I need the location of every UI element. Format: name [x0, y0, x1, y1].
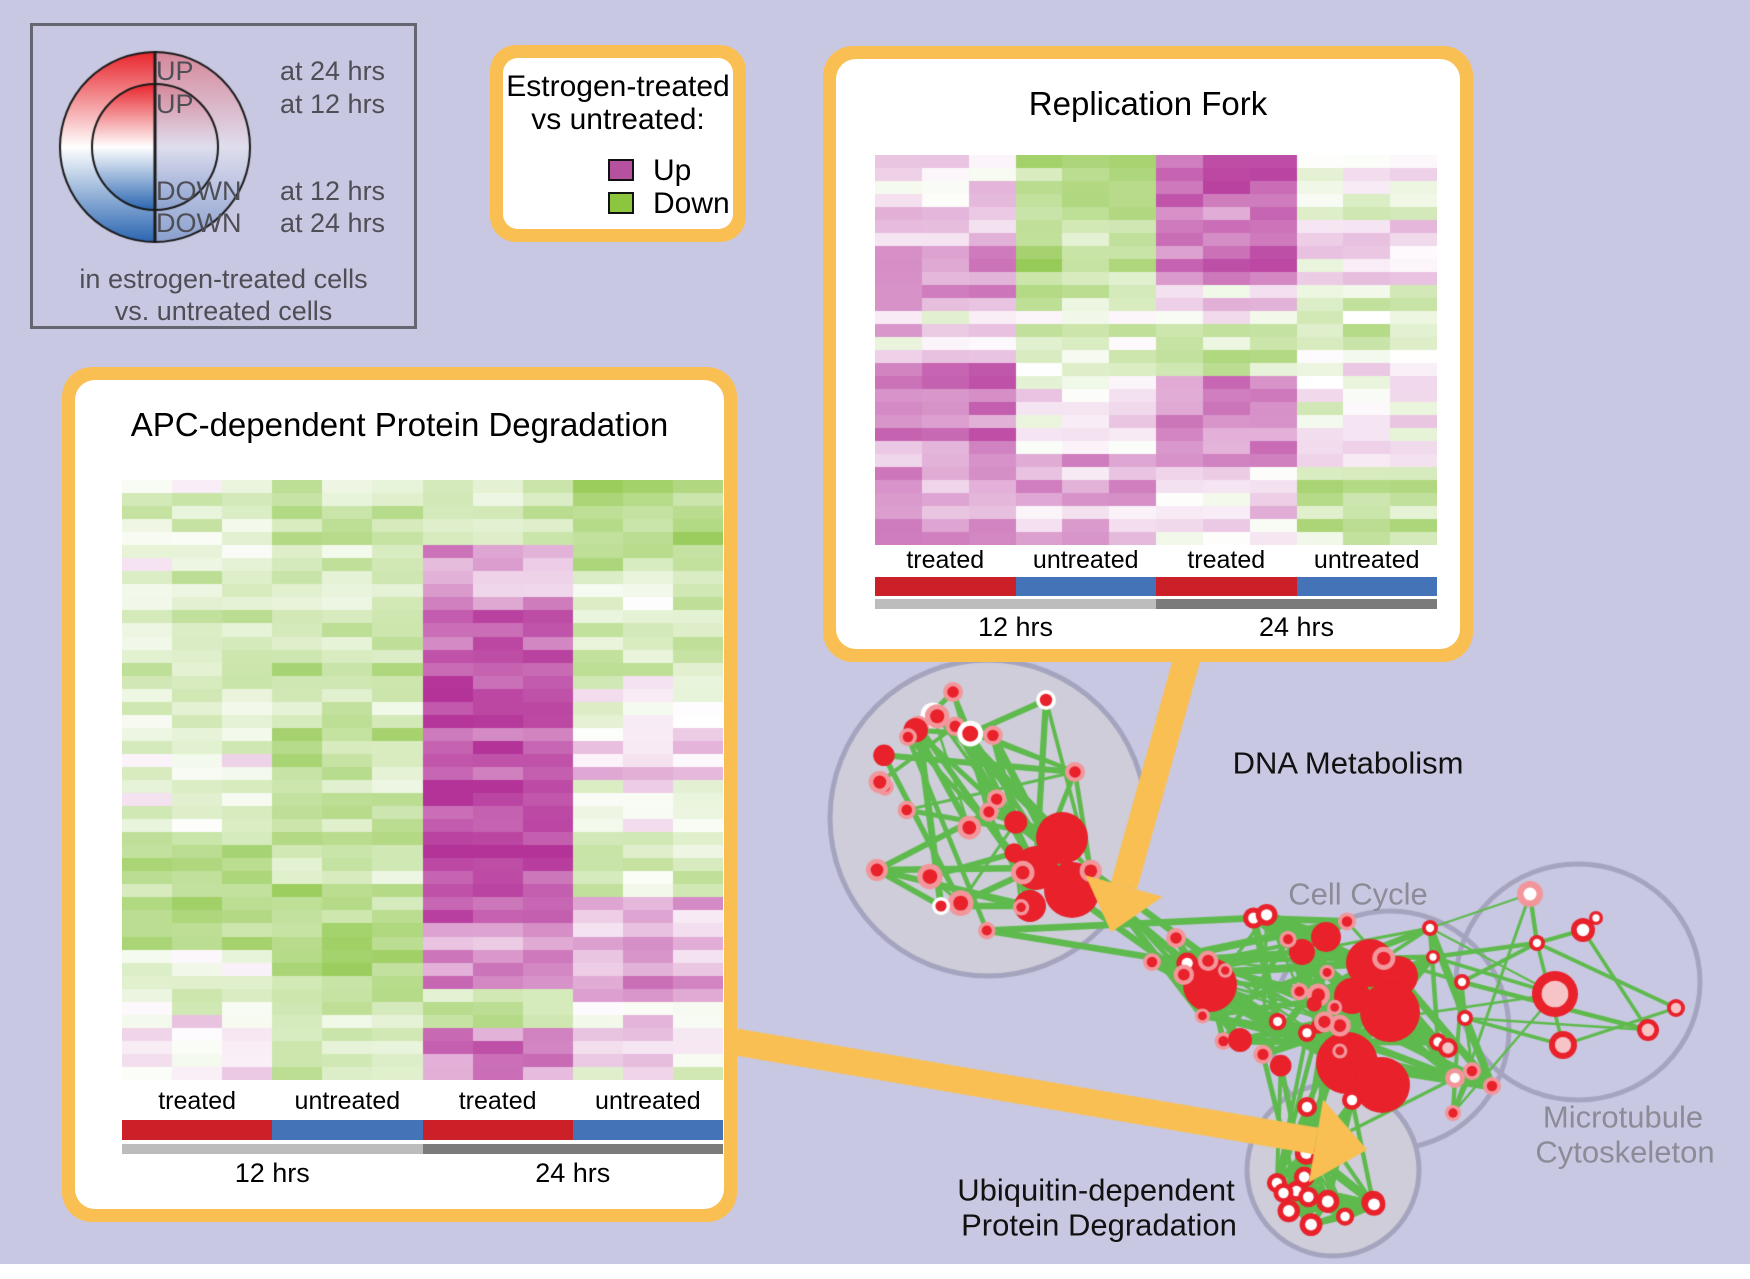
ubiquitin-label-line1: Ubiquitin-dependent: [957, 1172, 1235, 1208]
down-12-label: DOWN: [156, 176, 242, 206]
replication-condition-bars: [875, 577, 1437, 596]
apc-degradation-panel: APC-dependent Protein Degradation treate…: [62, 367, 737, 1222]
ubiquitin-label-line2: Protein Degradation: [961, 1207, 1237, 1243]
updown-legend-inner: Estrogen-treated vs untreated: Up Down: [503, 58, 733, 229]
group-label-treated-24: treated: [458, 1087, 537, 1115]
apc-heatmap-footer: treated untreated treated untreated 12 h: [122, 1086, 723, 1188]
ring-legend-caption-2: vs. untreated cells: [114, 296, 333, 326]
replication-panel-title: Replication Fork: [1028, 85, 1268, 122]
treated-bar: [875, 577, 1016, 596]
cell-cycle-label: Cell Cycle: [1288, 876, 1428, 912]
group-label-untreated-12: untreated: [294, 1087, 401, 1115]
12hrs-label: 12 hrs: [234, 1158, 310, 1188]
apc-time-labels: 12 hrs 24 hrs: [122, 1158, 723, 1188]
at-24hrs-label-2: at 24 hrs: [280, 208, 386, 238]
apc-heatmap: [122, 480, 723, 1080]
group-label-untreated-12: untreated: [1032, 546, 1139, 574]
ring-color-legend: UP at 24 hrs UP at 12 hrs DOWN at 12 hrs…: [30, 23, 417, 329]
treated-bar: [122, 1120, 273, 1140]
untreated-bar: [572, 1120, 723, 1140]
treated-bar: [422, 1120, 573, 1140]
down-color-swatch: [608, 192, 634, 214]
replication-heatmap: [875, 155, 1437, 545]
replication-panel-inner: Replication Fork treated untreated treat…: [836, 59, 1460, 649]
updown-ring-diagram: [33, 26, 414, 326]
replication-group-labels: treated untreated treated untreated: [875, 545, 1437, 575]
up-12-label: UP: [156, 89, 194, 119]
up-color-swatch: [608, 159, 634, 181]
24hrs-label: 24 hrs: [1258, 612, 1335, 642]
replication-heatmap-footer: treated untreated treated untreated 12 h: [875, 545, 1437, 642]
ring-legend-caption-1: in estrogen-treated cells: [79, 264, 368, 294]
untreated-bar: [1015, 577, 1156, 596]
up-label: Up: [653, 154, 692, 187]
untreated-bar: [1296, 577, 1437, 596]
untreated-bar: [272, 1120, 423, 1140]
replication-time-labels: 12 hrs 24 hrs: [875, 612, 1437, 642]
12hrs-bar: [875, 599, 1156, 609]
at-12hrs-label: at 12 hrs: [280, 89, 386, 119]
microtubule-label-line2: Cytoskeleton: [1535, 1134, 1715, 1170]
gene-network-diagram: [730, 585, 1750, 1279]
treated-bar: [1156, 577, 1297, 596]
group-label-treated-12: treated: [906, 546, 985, 574]
apc-condition-bars: [122, 1120, 723, 1140]
dna-metabolism-label: DNA Metabolism: [1232, 745, 1464, 781]
apc-time-bars: [122, 1144, 723, 1154]
24hrs-label: 24 hrs: [535, 1158, 611, 1188]
24hrs-bar: [422, 1144, 723, 1154]
group-label-treated-24: treated: [1187, 546, 1266, 574]
replication-fork-panel: Replication Fork treated untreated treat…: [823, 46, 1473, 662]
at-12hrs-label-2: at 12 hrs: [280, 176, 386, 206]
down-label: Down: [653, 187, 730, 220]
apc-panel-title: APC-dependent Protein Degradation: [130, 406, 669, 443]
bottom-white-margin: [0, 1264, 1750, 1279]
updown-legend-title-2: vs untreated:: [531, 103, 705, 136]
24hrs-bar: [1156, 599, 1437, 609]
group-label-untreated-24: untreated: [595, 1087, 701, 1115]
group-label-treated-12: treated: [158, 1087, 237, 1115]
up-24-label: UP: [156, 56, 194, 86]
microtubule-label-line1: Microtubule: [1542, 1099, 1704, 1135]
updown-legend-title-1: Estrogen-treated: [506, 70, 730, 103]
updown-color-legend: Estrogen-treated vs untreated: Up Down: [490, 45, 746, 242]
group-label-untreated-24: untreated: [1313, 546, 1420, 574]
at-24hrs-label: at 24 hrs: [280, 56, 386, 86]
apc-group-labels: treated untreated treated untreated: [122, 1086, 723, 1116]
apc-panel-inner: APC-dependent Protein Degradation treate…: [75, 380, 724, 1209]
replication-time-bars: [875, 599, 1437, 609]
12hrs-bar: [122, 1144, 423, 1154]
12hrs-label: 12 hrs: [977, 612, 1054, 642]
down-24-label: DOWN: [156, 208, 242, 238]
